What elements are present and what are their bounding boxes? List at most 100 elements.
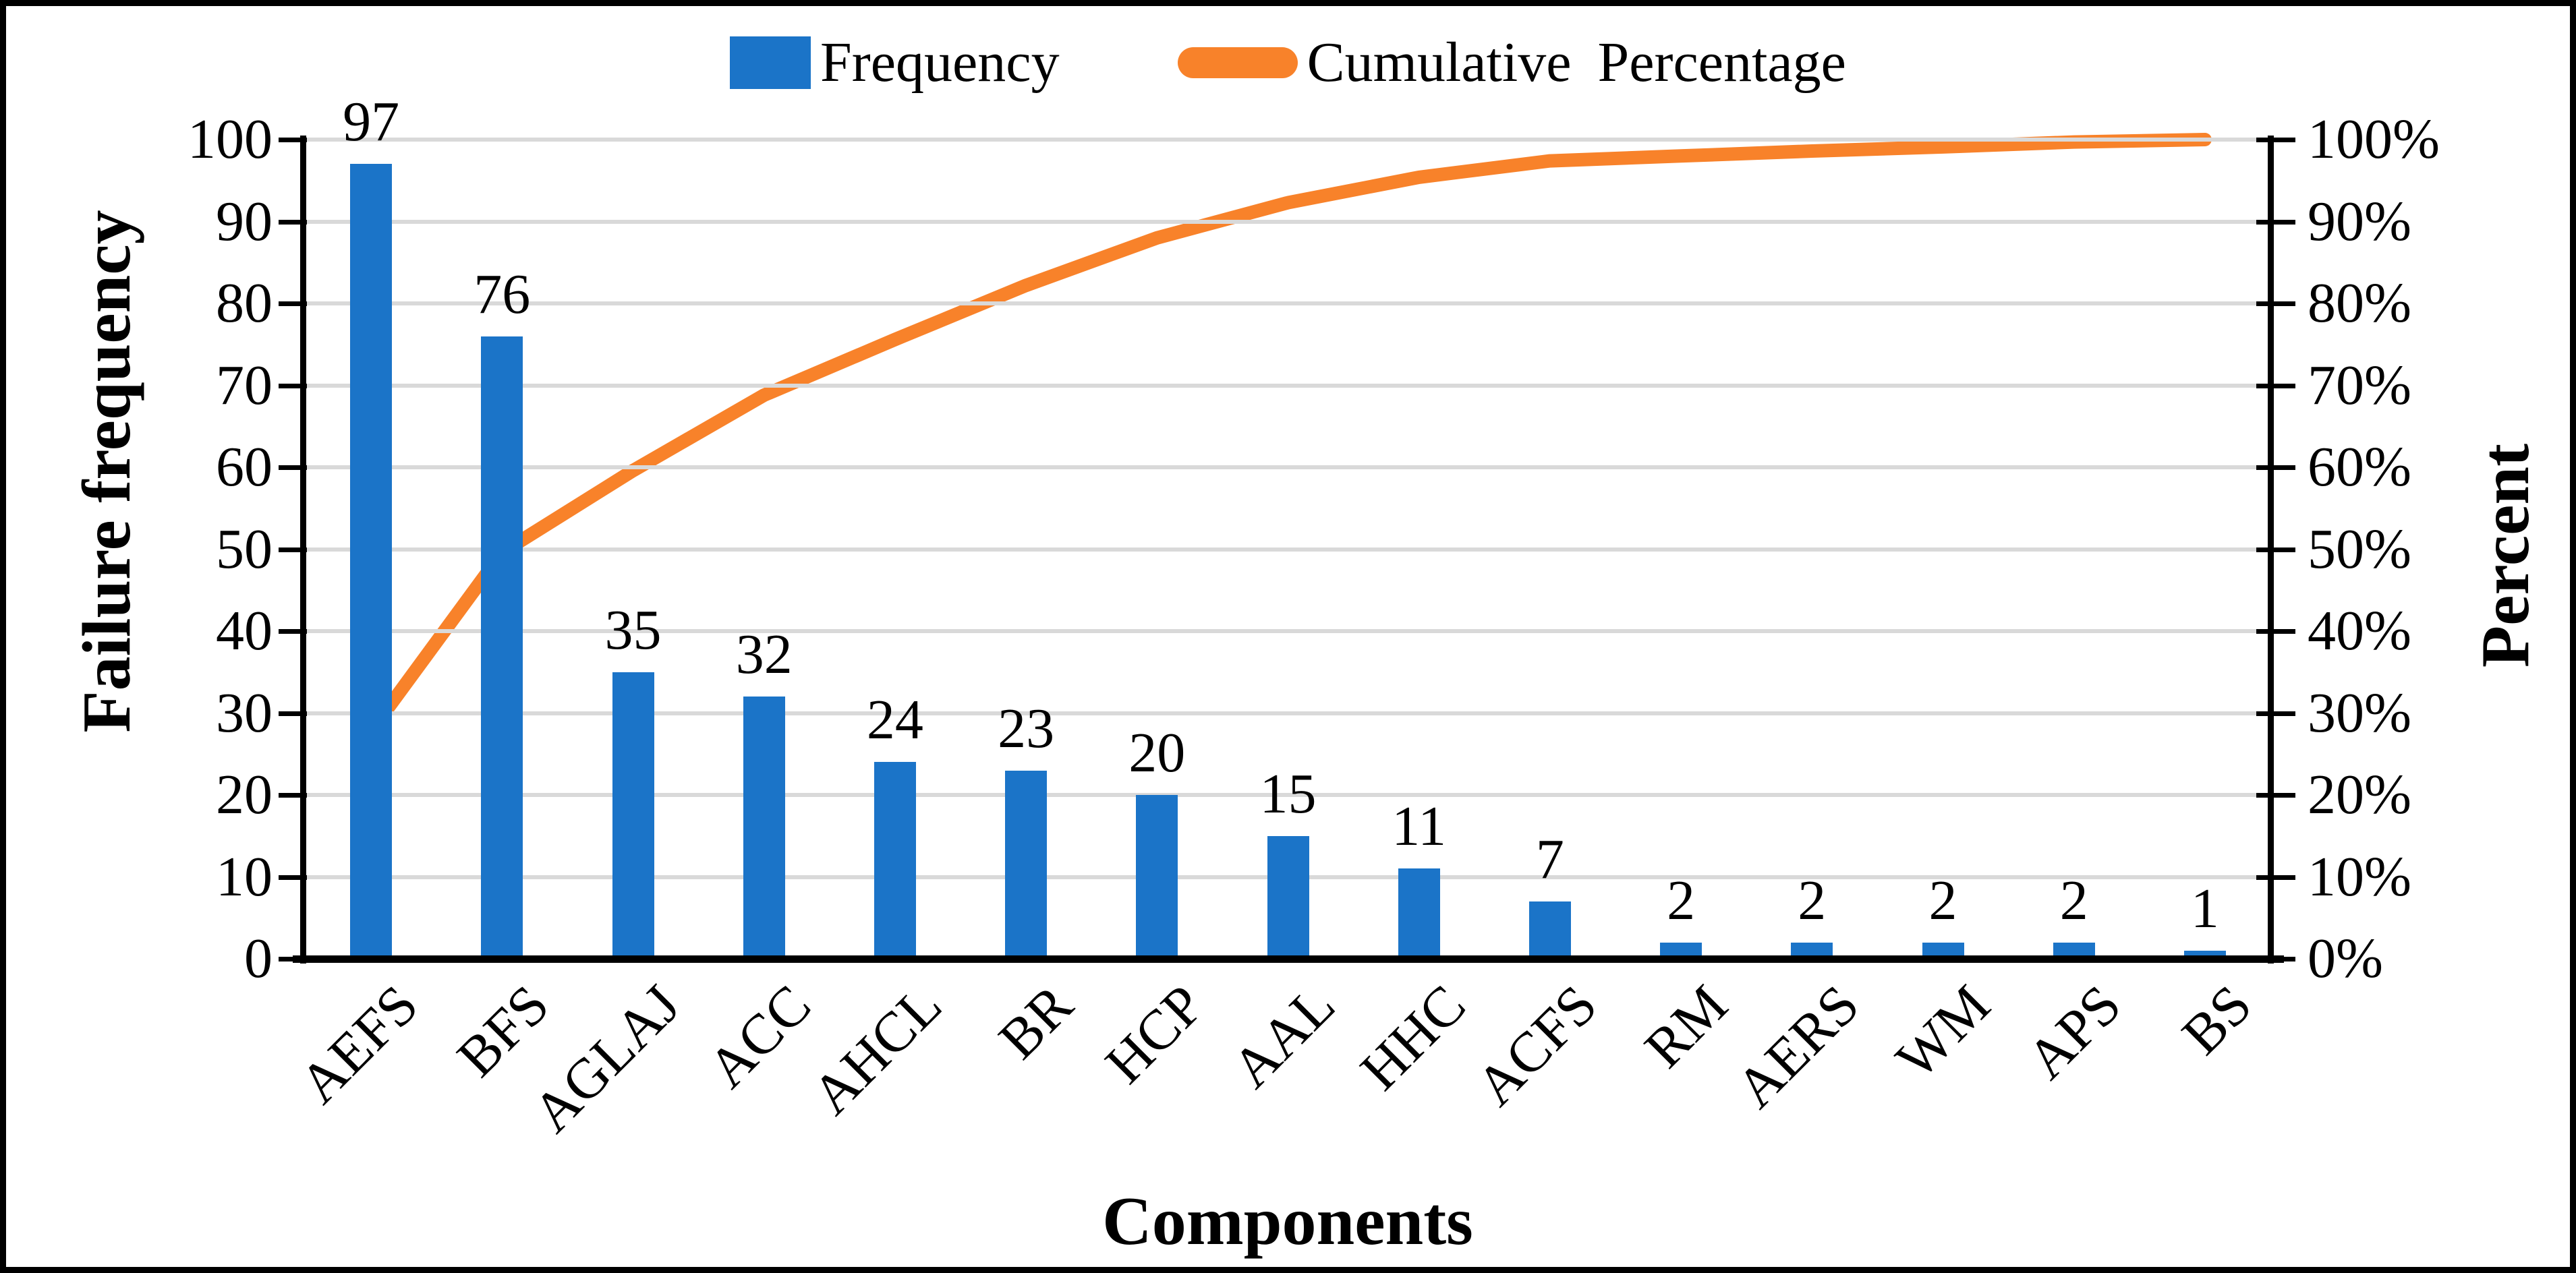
x-category-label-BFS: BFS: [445, 973, 561, 1089]
left-axis-tick-label: 90: [216, 189, 273, 253]
right-axis-tick: [2256, 711, 2295, 716]
left-axis-tick-label: 10: [216, 845, 273, 908]
right-axis-tick: [2256, 383, 2295, 388]
gridline: [306, 465, 2270, 469]
left-axis-tick-label: 20: [216, 763, 273, 826]
x-category-label-AGLAJ: AGLAJ: [520, 973, 692, 1145]
bar-value-label: 15: [1259, 762, 1317, 825]
right-axis-tick: [2256, 547, 2295, 552]
left-axis-tick: [279, 219, 307, 225]
legend-item-cumulative: Cumulative Percentage: [1177, 31, 1846, 94]
bar-value-label: 24: [866, 688, 923, 752]
right-axis-tick-label: 100%: [2308, 108, 2440, 171]
left-axis-tick: [279, 138, 307, 142]
x-category-label-WM: WM: [1884, 973, 2002, 1092]
legend: Frequency Cumulative Percentage: [6, 34, 2570, 91]
left-axis-tick-label: 0: [244, 927, 273, 990]
bar-AAL: [1267, 835, 1309, 959]
left-axis-tick-label: 50: [216, 517, 273, 581]
left-axis-tick-label: 40: [216, 599, 273, 662]
bar-AGLAJ: [612, 672, 654, 959]
gridline: [306, 383, 2270, 388]
right-axis-tick: [2256, 219, 2295, 225]
bar-BR: [1005, 770, 1048, 959]
x-axis-line: [293, 955, 2284, 963]
left-axis-tick-label: 80: [216, 272, 273, 334]
frequency-swatch-icon: [730, 36, 811, 89]
bar-value-label: 23: [998, 697, 1055, 760]
x-axis-title: Components: [1102, 1183, 1473, 1260]
x-category-label-ACFS: ACFS: [1464, 973, 1609, 1118]
gridline: [306, 219, 2270, 224]
legend-item-frequency: Frequency: [730, 34, 1060, 91]
right-axis-tick-label: 30%: [2308, 681, 2411, 744]
right-axis-tick-label: 70%: [2308, 353, 2411, 417]
bar-value-label: 2: [1928, 868, 1957, 932]
left-axis-tick-label: 30: [216, 681, 273, 744]
right-axis-tick-label: 60%: [2308, 436, 2411, 498]
x-category-label-AAL: AAL: [1220, 973, 1347, 1100]
right-axis-tick: [2256, 301, 2295, 306]
bar-value-label: 20: [1128, 721, 1186, 784]
gridline: [306, 629, 2270, 633]
legend-label-cumulative: Cumulative Percentage: [1307, 31, 1846, 94]
left-axis-tick: [279, 875, 307, 880]
cumulative-percentage-line: [364, 133, 2212, 738]
bar-ACFS: [1528, 901, 1571, 959]
x-category-label-AEFS: AEFS: [287, 973, 430, 1116]
right-axis-tick: [2256, 465, 2295, 470]
bar-value-label: 11: [1392, 795, 1447, 858]
bar-AHCL: [874, 762, 916, 959]
bar-value-label: 2: [1667, 868, 1696, 932]
right-axis-tick-label: 20%: [2308, 763, 2411, 826]
bar-value-label: 76: [474, 262, 531, 326]
x-category-label-BR: BR: [987, 973, 1085, 1071]
bar-HCP: [1136, 795, 1178, 959]
x-category-label-AHCL: AHCL: [800, 973, 954, 1127]
left-axis-tick: [279, 711, 307, 716]
gridline: [306, 138, 2270, 142]
left-axis-tick: [279, 383, 307, 388]
right-axis-tick: [2256, 957, 2295, 961]
plot-area: 97 76 35 32 24 23 20 15 11 7 2 2 2 2 1: [306, 94, 2270, 959]
right-axis-tick-label: 10%: [2308, 845, 2411, 908]
left-axis-tick: [279, 629, 307, 634]
bar-HHC: [1398, 868, 1440, 959]
gridline: [306, 711, 2270, 715]
bar-AEFS: [350, 164, 393, 959]
bar-value-label: 2: [1798, 868, 1827, 932]
bar-value-label: 32: [735, 623, 793, 686]
bar-ACC: [743, 697, 785, 959]
right-axis-tick: [2256, 629, 2295, 634]
left-axis-tick-label: 60: [216, 436, 273, 498]
gridline: [306, 301, 2270, 305]
x-category-label-AERS: AERS: [1723, 973, 1871, 1121]
left-axis-tick: [279, 301, 307, 306]
right-axis-tick-label: 90%: [2308, 189, 2411, 253]
right-axis-tick-label: 50%: [2308, 517, 2411, 581]
right-axis-tick-label: 40%: [2308, 599, 2411, 662]
right-axis-tick: [2256, 793, 2295, 798]
right-axis-tick: [2256, 875, 2295, 880]
left-axis-tick-label: 70: [216, 353, 273, 417]
gridline: [306, 547, 2270, 552]
left-axis-tick: [279, 793, 307, 798]
left-axis-tick: [279, 465, 307, 470]
left-axis-tick: [279, 957, 307, 961]
left-axis-tick-label: 100: [188, 108, 273, 171]
cumulative-line-swatch-icon: [1177, 47, 1298, 78]
bar-BFS: [481, 336, 523, 959]
x-category-label-APS: APS: [2015, 973, 2133, 1092]
bar-value-label: 35: [604, 598, 662, 661]
bar-value-label: 2: [2059, 868, 2088, 932]
gridline: [306, 793, 2270, 797]
right-axis-tick-label: 0%: [2308, 927, 2383, 990]
bar-value-label: 1: [2190, 877, 2219, 940]
left-axis-tick: [279, 547, 307, 552]
bar-value-label: 7: [1535, 827, 1564, 891]
x-category-label-HCP: HCP: [1093, 973, 1216, 1096]
right-axis-tick-label: 80%: [2308, 272, 2411, 334]
right-axis-tick: [2256, 138, 2295, 142]
bar-value-label: 97: [343, 90, 400, 154]
